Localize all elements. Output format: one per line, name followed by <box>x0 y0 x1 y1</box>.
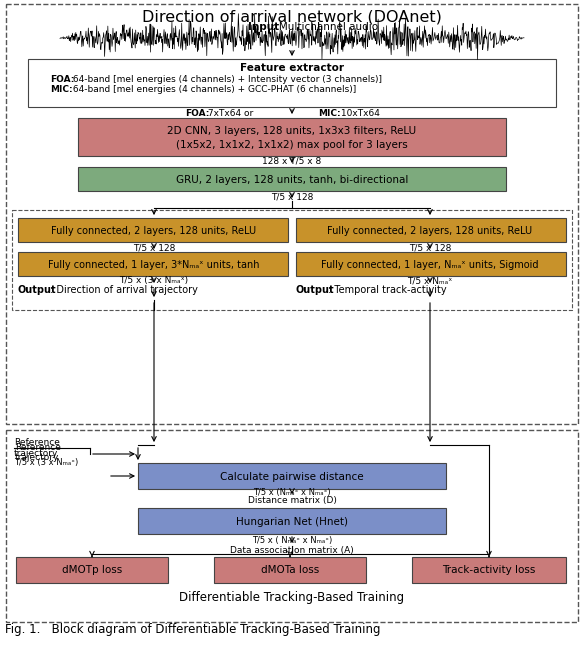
Bar <box>78 118 506 156</box>
Text: 2D CNN, 3 layers, 128 units, 1x3x3 filters, ReLU: 2D CNN, 3 layers, 128 units, 1x3x3 filte… <box>168 126 416 136</box>
Bar <box>6 430 578 622</box>
Bar <box>18 218 288 242</box>
Text: MIC:: MIC: <box>50 85 72 94</box>
Text: 64-band [mel energies (4 channels) + Intensity vector (3 channels)]: 64-band [mel energies (4 channels) + Int… <box>70 75 382 83</box>
Text: Output: Output <box>296 285 335 295</box>
Text: Hungarian Net (Hnet): Hungarian Net (Hnet) <box>236 517 348 527</box>
Bar <box>78 167 506 191</box>
Text: FOA:: FOA: <box>50 75 74 83</box>
Text: 64-band [mel energies (4 channels) + GCC-PHAT (6 channels)]: 64-band [mel energies (4 channels) + GCC… <box>70 85 356 94</box>
Text: Distance matrix (D): Distance matrix (D) <box>248 497 336 506</box>
Text: dMOTa loss: dMOTa loss <box>261 565 319 575</box>
Text: Output: Output <box>18 285 57 295</box>
Text: MIC:: MIC: <box>318 108 340 117</box>
Text: 128 x T/5 x 8: 128 x T/5 x 8 <box>262 157 322 165</box>
Bar <box>6 4 578 424</box>
Text: T/5 x ( Nₘₐˣ x Nₘₐˣ): T/5 x ( Nₘₐˣ x Nₘₐˣ) <box>252 537 332 546</box>
Text: 10xTx64: 10xTx64 <box>338 108 380 117</box>
Bar <box>296 252 566 276</box>
Text: T/5 x 128: T/5 x 128 <box>409 243 451 253</box>
Text: (1x5x2, 1x1x2, 1x1x2) max pool for 3 layers: (1x5x2, 1x1x2, 1x1x2) max pool for 3 lay… <box>176 140 408 150</box>
Bar <box>138 463 446 489</box>
Text: GRU, 2 layers, 128 units, tanh, bi-directional: GRU, 2 layers, 128 units, tanh, bi-direc… <box>176 175 408 185</box>
Text: 7xTx64 or: 7xTx64 or <box>205 108 256 117</box>
Bar <box>18 252 288 276</box>
Text: T/5 x (3 x Nₘₐˣ): T/5 x (3 x Nₘₐˣ) <box>14 457 78 466</box>
Text: T/5 x 128: T/5 x 128 <box>271 192 313 201</box>
Text: Feature extractor: Feature extractor <box>240 63 344 73</box>
Text: : Direction of arrival trajectory: : Direction of arrival trajectory <box>50 285 198 295</box>
Bar <box>16 557 168 583</box>
Bar <box>138 508 446 534</box>
Bar <box>296 218 566 242</box>
Bar <box>412 557 566 583</box>
Text: T/5 x (Nₘₐˣ x Nₘₐˣ): T/5 x (Nₘₐˣ x Nₘₐˣ) <box>253 487 331 497</box>
Text: Reference
trajectory: Reference trajectory <box>14 438 60 458</box>
Text: Data association matrix (A): Data association matrix (A) <box>230 546 354 554</box>
Text: Fully connected, 2 layers, 128 units, ReLU: Fully connected, 2 layers, 128 units, Re… <box>51 226 256 236</box>
Text: dMOTp loss: dMOTp loss <box>62 565 122 575</box>
Bar <box>214 557 366 583</box>
Text: T/5 x Nₘₐˣ: T/5 x Nₘₐˣ <box>408 276 453 285</box>
Text: : Multichannel audio: : Multichannel audio <box>272 22 378 32</box>
Text: Input: Input <box>248 22 279 32</box>
Text: Fully connected, 1 layer, 3*Nₘₐˣ units, tanh: Fully connected, 1 layer, 3*Nₘₐˣ units, … <box>48 260 260 270</box>
Text: T/5 x 128: T/5 x 128 <box>133 243 175 253</box>
Bar <box>12 210 572 310</box>
Text: Fig. 1.   Block diagram of Differentiable Tracking-Based Training: Fig. 1. Block diagram of Differentiable … <box>5 623 381 636</box>
Text: Reference: Reference <box>15 443 61 451</box>
Text: Fully connected, 1 layer, Nₘₐˣ units, Sigmoid: Fully connected, 1 layer, Nₘₐˣ units, Si… <box>321 260 539 270</box>
Text: FOA:: FOA: <box>185 108 210 117</box>
Text: trajectory: trajectory <box>15 453 60 462</box>
Text: Fully connected, 2 layers, 128 units, ReLU: Fully connected, 2 layers, 128 units, Re… <box>328 226 533 236</box>
Text: : Temporal track-activity: : Temporal track-activity <box>328 285 447 295</box>
Text: Track-activity loss: Track-activity loss <box>442 565 536 575</box>
Bar <box>28 59 556 107</box>
Text: Direction of arrival network (DOAnet): Direction of arrival network (DOAnet) <box>142 9 442 24</box>
Text: Differentiable Tracking-Based Training: Differentiable Tracking-Based Training <box>179 592 405 604</box>
Text: T/5 x (3 x Nₘₐˣ): T/5 x (3 x Nₘₐˣ) <box>120 276 189 285</box>
Text: Calculate pairwise distance: Calculate pairwise distance <box>220 472 364 482</box>
